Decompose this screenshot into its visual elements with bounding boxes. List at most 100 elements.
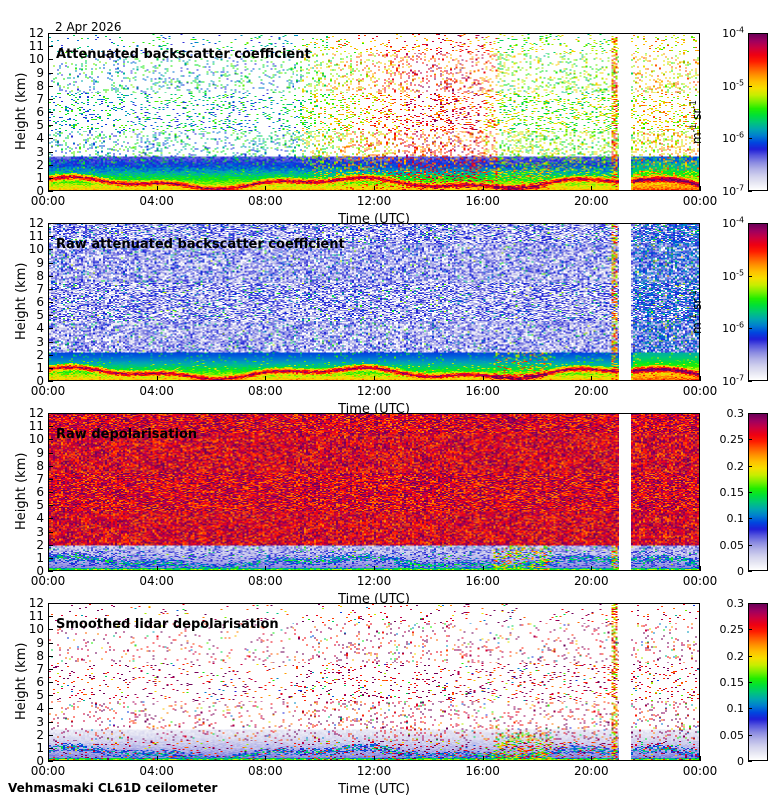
- y-tickmark: [48, 236, 53, 238]
- y-axis-label: Height (km): [14, 642, 29, 720]
- colorbar-tickmark: [748, 381, 752, 382]
- y-tick-label: 4: [36, 511, 44, 526]
- y-tickmark: [48, 695, 53, 697]
- colorbar-gradient: [749, 414, 767, 570]
- colorbar-tickmark: [748, 518, 752, 520]
- y-tick-label: 2: [36, 537, 44, 552]
- x-tickmark: [374, 186, 375, 191]
- x-tickmark: [48, 566, 49, 571]
- colorbar-tickmark: [748, 138, 752, 140]
- y-tick-label: 4: [36, 321, 44, 336]
- y-tickmark: [48, 642, 53, 644]
- y-tick-label: 0: [36, 754, 44, 768]
- y-tickmark: [48, 629, 53, 631]
- y-tickmark: [48, 72, 53, 74]
- y-tickmark: [48, 315, 53, 317]
- x-tickmark: [265, 376, 267, 381]
- y-tickmark: [48, 571, 53, 572]
- y-axis-label: Height (km): [14, 72, 29, 150]
- y-tick-label: 9: [36, 445, 44, 460]
- colorbar-attenuated-backscatter: [748, 33, 768, 191]
- y-tickmark: [48, 655, 53, 657]
- x-tickmark: [591, 376, 593, 381]
- x-tick-label: 00:00: [682, 194, 718, 208]
- colorbar-tickmark: [748, 33, 752, 34]
- x-tick-label: 00:00: [682, 574, 718, 588]
- y-tickmark: [48, 262, 53, 264]
- y-tick-label: 5: [36, 118, 44, 133]
- y-tickmark: [48, 223, 53, 224]
- y-tick-label: 2: [36, 157, 44, 172]
- y-tickmark: [48, 518, 53, 520]
- colorbar-tick-label: 0.05: [719, 728, 745, 742]
- colorbar-tick-label: 0.25: [719, 433, 745, 447]
- x-tickmark: [48, 756, 49, 761]
- x-tickmark: [700, 376, 701, 381]
- colorbar-tick-label: 10-4: [722, 215, 744, 230]
- y-tickmark: [48, 138, 53, 140]
- y-tickmark: [48, 33, 53, 34]
- colorbar-unit-label: m-1 sr-1: [689, 100, 704, 144]
- y-tickmark: [48, 191, 53, 192]
- colorbar-tickmark: [748, 439, 752, 441]
- y-tick-label: 2: [36, 727, 44, 742]
- panel-title-smoothed-lidar-depolarisation: Smoothed lidar depolarisation: [56, 617, 279, 632]
- panel-title-attenuated-backscatter: Attenuated backscatter coefficient: [56, 47, 311, 62]
- y-tick-label: 9: [36, 635, 44, 650]
- y-tick-label: 8: [36, 648, 44, 663]
- y-tickmark: [48, 341, 53, 343]
- colorbar-tick-label: 0.15: [719, 676, 745, 689]
- y-tick-label: 12: [28, 596, 44, 610]
- y-tickmark: [48, 505, 53, 507]
- x-tick-label: 00:00: [30, 574, 66, 588]
- x-tickmark: [591, 566, 593, 571]
- y-tick-label: 1: [36, 550, 44, 565]
- colorbar-tick-label: 0.25: [719, 623, 745, 637]
- y-tickmark: [48, 46, 53, 48]
- y-tick-label: 4: [36, 131, 44, 146]
- y-tickmark: [48, 557, 53, 559]
- x-tick-label: 20:00: [574, 194, 609, 208]
- colorbar-tick-label: 0.3: [726, 597, 745, 610]
- x-tick-label: 08:00: [248, 574, 283, 588]
- y-tick-label: 0: [36, 184, 44, 198]
- y-tickmark: [48, 59, 53, 61]
- y-tick-label: 10: [28, 432, 44, 447]
- y-tick-label: 7: [36, 281, 44, 296]
- y-tickmark: [48, 85, 53, 87]
- instrument-footer-label: Vehmasmaki CL61D ceilometer: [8, 781, 218, 795]
- y-tickmark: [48, 328, 53, 330]
- x-tick-label: 04:00: [139, 384, 174, 398]
- x-tickmark: [48, 376, 49, 381]
- y-tickmark: [48, 682, 53, 683]
- y-tickmark: [48, 747, 53, 749]
- y-tick-label: 11: [28, 229, 44, 244]
- x-tickmark: [482, 756, 484, 761]
- y-tickmark: [48, 492, 53, 493]
- y-tick-label: 12: [28, 216, 44, 230]
- x-tick-label: 20:00: [574, 384, 609, 398]
- colorbar-tick-label: 0.2: [726, 649, 745, 663]
- colorbar-tickmark: [748, 492, 752, 493]
- y-tickmark: [48, 708, 53, 710]
- y-tick-label: 6: [36, 295, 44, 309]
- colorbar-tickmark: [748, 223, 752, 224]
- colorbar-tick-label: 10-6: [722, 130, 744, 146]
- colorbar-tickmark: [748, 465, 752, 467]
- colorbar-tick-label: 10-6: [722, 320, 744, 336]
- heatmap-raw-depolarisation: [49, 414, 699, 570]
- y-tickmark: [48, 734, 53, 736]
- x-tickmark: [374, 566, 375, 571]
- y-tick-label: 5: [36, 498, 44, 513]
- colorbar-tickmark: [748, 571, 752, 572]
- y-tick-label: 3: [36, 524, 44, 539]
- panel-title-raw-depolarisation: Raw depolarisation: [56, 427, 198, 442]
- y-tick-label: 0: [36, 564, 44, 578]
- colorbar-unit-label: m-1 sr-1: [689, 290, 704, 334]
- y-tickmark: [48, 544, 53, 546]
- y-tick-label: 6: [36, 485, 44, 499]
- x-tick-label: 16:00: [465, 194, 500, 208]
- y-tickmark: [48, 465, 53, 467]
- y-tickmark: [48, 426, 53, 428]
- y-tick-label: 6: [36, 675, 44, 689]
